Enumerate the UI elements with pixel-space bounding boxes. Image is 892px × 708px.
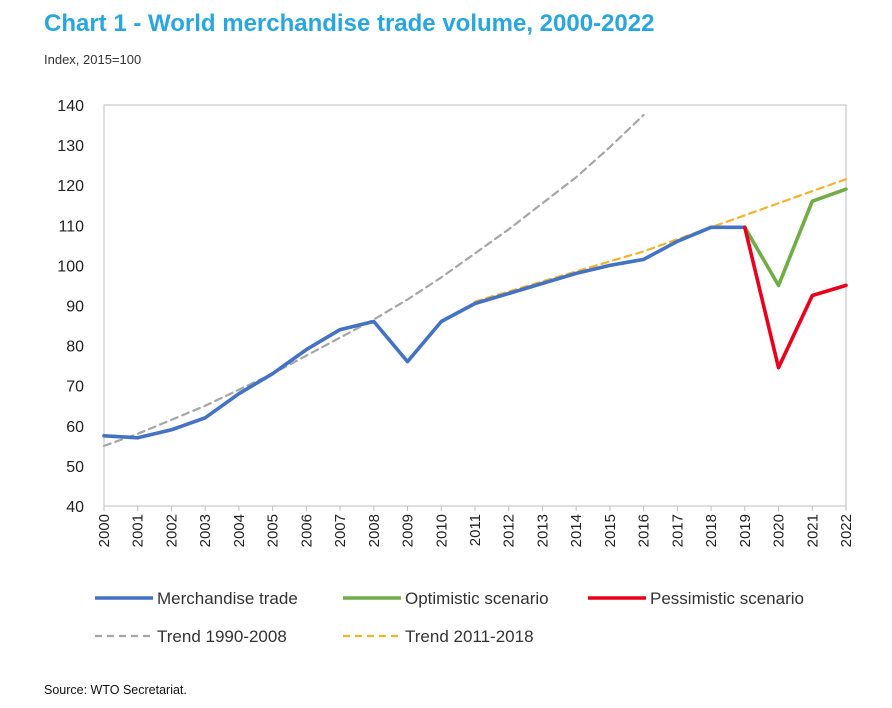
series-line-trend-1990-2008 (102, 113, 645, 447)
y-tick-label: 60 (66, 419, 84, 436)
y-tick-label: 140 (57, 98, 84, 115)
source-note: Source: WTO Secretariat. (44, 683, 187, 697)
series-line-pessimistic-scenario (742, 225, 848, 370)
x-tick-label: 2019 (737, 514, 754, 547)
y-tick-label: 120 (57, 178, 84, 195)
chart-subtitle: Index, 2015=100 (44, 52, 142, 67)
series-line-trend-2011-2018 (473, 178, 848, 303)
x-tick-label: 2004 (231, 514, 248, 547)
legend-label: Merchandise trade (157, 589, 298, 608)
legend: Merchandise trade Optimistic scenario Pess… (95, 589, 804, 646)
y-tick-label: 40 (66, 499, 84, 516)
y-tick-label: 130 (57, 138, 84, 155)
line-chart: 40 50 60 70 80 90 100 110 120 130 140 2000 2001 2002… (57, 98, 855, 646)
x-tick-label: 2000 (96, 514, 113, 547)
x-tick-label: 2008 (366, 514, 383, 547)
x-tick-label: 2016 (636, 514, 653, 547)
chart-title: Chart 1 - World merchandise trade volume… (44, 10, 655, 37)
x-axis-ticks: 2000 2001 2002 2003 2004 2005 2006 2007 2008 2009… (96, 506, 855, 547)
x-tick-label: 2014 (568, 514, 585, 547)
legend-label: Optimistic scenario (405, 589, 549, 608)
y-tick-label: 100 (57, 258, 84, 275)
y-tick-label: 70 (66, 379, 84, 396)
x-tick-label: 2020 (771, 514, 788, 547)
y-tick-label: 50 (66, 459, 84, 476)
x-tick-label: 2021 (804, 514, 821, 547)
x-tick-label: 2001 (130, 514, 147, 547)
y-tick-label: 110 (58, 218, 84, 235)
x-tick-label: 2012 (501, 514, 518, 547)
x-tick-label: 2013 (534, 514, 551, 547)
y-axis-ticks: 40 50 60 70 80 90 100 110 120 130 140 (57, 98, 84, 516)
x-tick-label: 2002 (163, 514, 180, 547)
y-tick-label: 80 (66, 339, 84, 356)
legend-label: Trend 1990-2008 (157, 627, 287, 646)
legend-label: Pessimistic scenario (650, 589, 804, 608)
x-tick-label: 2017 (669, 514, 686, 547)
x-tick-label: 2022 (838, 514, 855, 547)
x-tick-label: 2006 (298, 514, 315, 547)
series-lines (102, 113, 848, 447)
x-tick-label: 2015 (602, 514, 619, 547)
legend-label: Trend 2011-2018 (405, 627, 534, 646)
series-line-merchandise-trade (102, 225, 747, 440)
x-tick-label: 2018 (703, 514, 720, 547)
x-tick-label: 2010 (433, 514, 450, 547)
x-tick-label: 2007 (332, 514, 349, 547)
x-tick-label: 2009 (400, 514, 417, 547)
x-tick-label: 2005 (265, 514, 282, 547)
x-tick-label: 2011 (467, 514, 484, 546)
series-line-optimistic-scenario (742, 187, 848, 288)
x-tick-label: 2003 (197, 514, 214, 547)
y-tick-label: 90 (66, 299, 84, 316)
